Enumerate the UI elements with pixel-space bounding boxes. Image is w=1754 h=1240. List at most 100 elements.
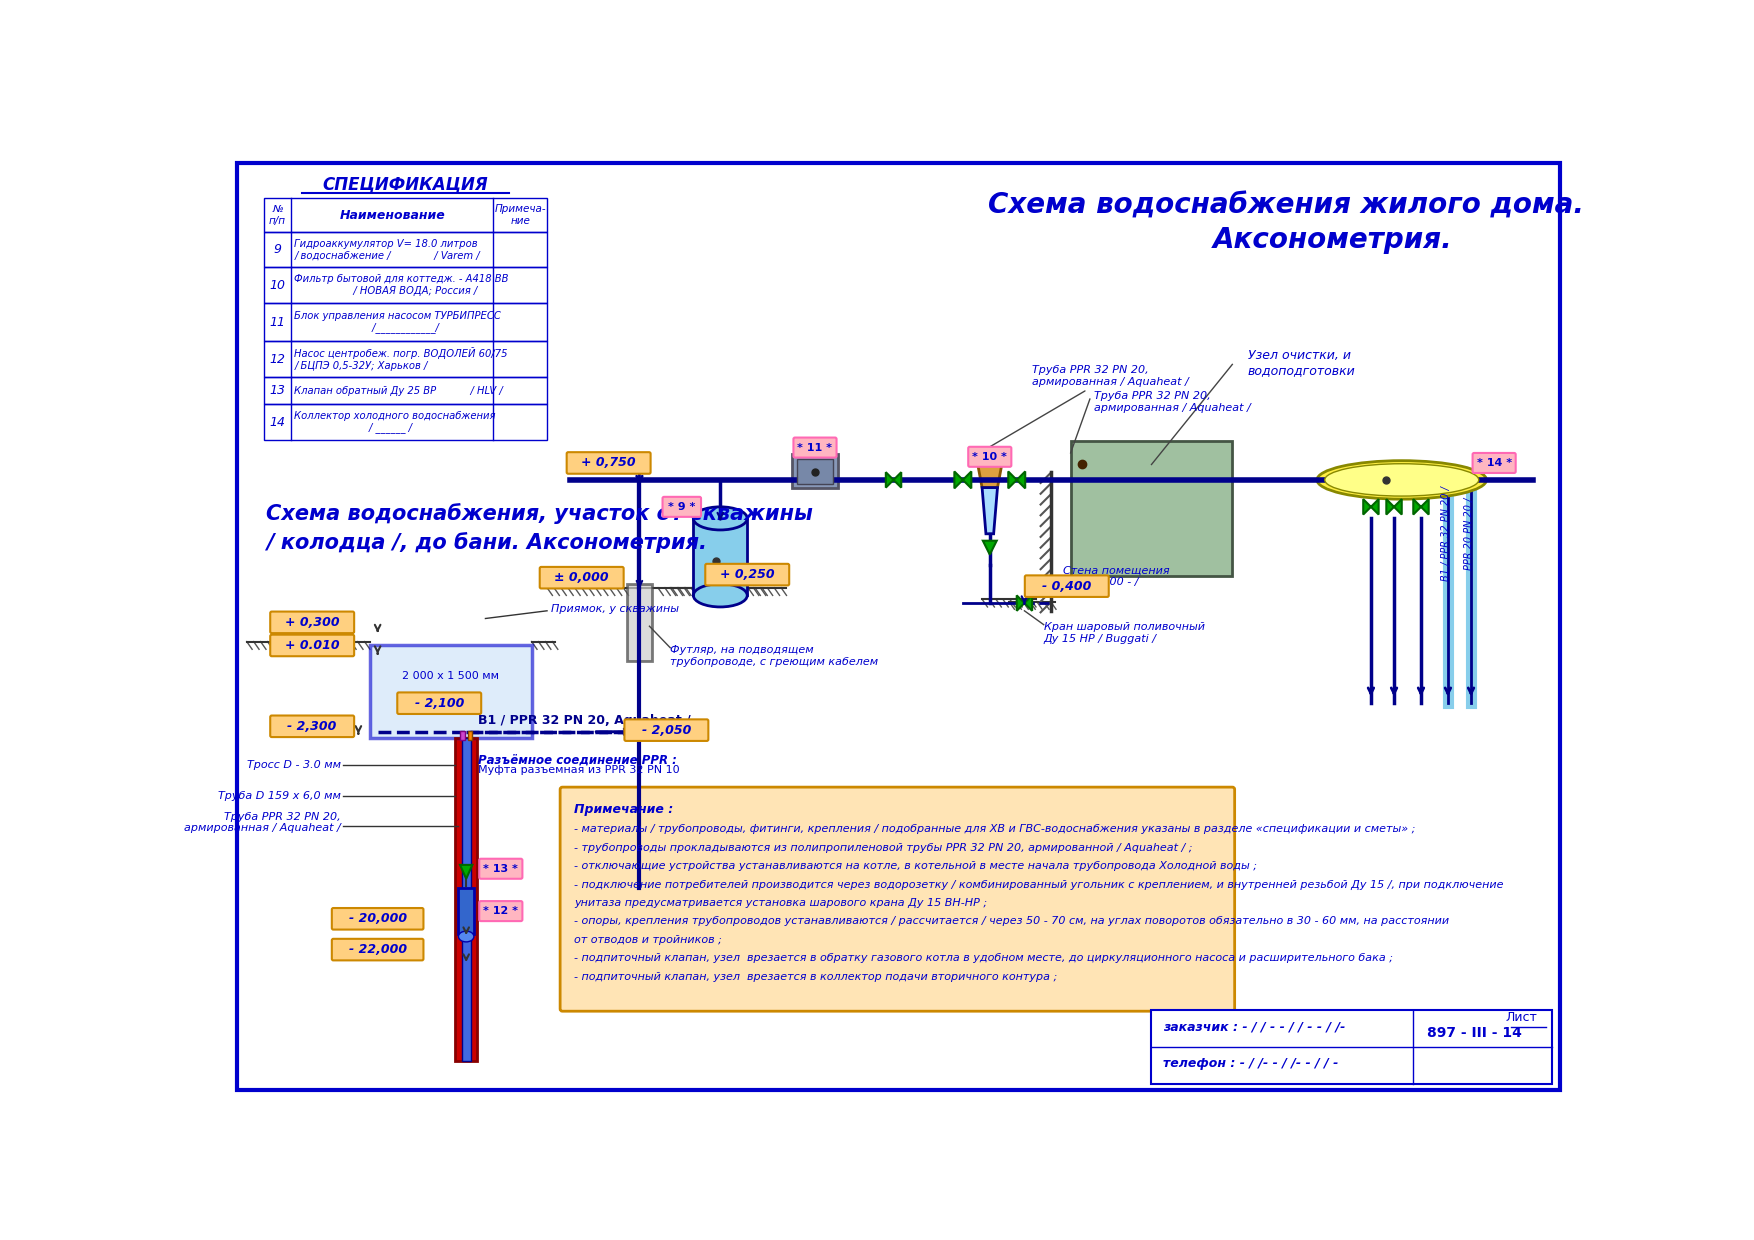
Bar [263,198,547,232]
Ellipse shape [458,931,474,942]
Bar [628,584,652,661]
Polygon shape [977,463,1002,487]
FancyBboxPatch shape [560,787,1235,1011]
Text: - 2,300: - 2,300 [288,719,337,733]
Bar [796,459,833,484]
Text: + 0,250: + 0,250 [719,568,775,582]
Polygon shape [1414,500,1430,515]
Text: + 0,300: + 0,300 [284,616,340,629]
FancyBboxPatch shape [1473,453,1515,472]
Text: * 11 *: * 11 * [798,443,833,453]
Text: Приямок, у скважины: Приямок, у скважины [551,604,679,614]
Text: B1 / PPR 32 PN 20 /: B1 / PPR 32 PN 20 / [1442,486,1451,582]
Text: - отключающие устройства устанавливаются на котле, в котельной в месте начала тр: - отключающие устройства устанавливаются… [574,861,1258,870]
Text: Гидроаккумулятор V= 18.0 литров
/ водоснабжение /              / Varem /: Гидроаккумулятор V= 18.0 литров / водосн… [295,239,481,260]
Text: Примеча-
ние: Примеча- ние [495,205,545,226]
Bar [468,730,472,740]
Text: - опоры, крепления трубопроводов устанавливаются / рассчитается / через 50 - 70 : - опоры, крепления трубопроводов устанав… [574,916,1449,926]
Text: - материалы / трубопроводы, фитинги, крепления / подобранные для ХВ и ГВС-водосн: - материалы / трубопроводы, фитинги, кре… [574,825,1415,835]
FancyBboxPatch shape [270,715,354,737]
Text: Блок управления насосом ТУРБИПРЕСС
                         /____________/: Блок управления насосом ТУРБИПРЕСС /____… [295,311,502,334]
Bar [263,404,547,440]
Text: * 13 *: * 13 * [484,864,517,874]
Text: Коллектор холодного водоснабжения
                        / ______ /: Коллектор холодного водоснабжения / ____… [295,410,496,434]
Text: Муфта разъемная из PPR 32 PN 10: Муфта разъемная из PPR 32 PN 10 [477,765,679,775]
Text: Аксонометрия.: Аксонометрия. [1212,226,1452,254]
Text: Тросс D - 3.0 мм: Тросс D - 3.0 мм [247,760,340,770]
Text: ± 0,000: ± 0,000 [554,572,609,584]
Text: СПЕЦИФИКАЦИЯ: СПЕЦИФИКАЦИЯ [323,175,488,193]
Text: * 12 *: * 12 * [484,906,519,916]
Text: Схема водоснабжения, участок от скважины: Схема водоснабжения, участок от скважины [267,503,812,525]
Text: Кран шаровый поливочный
Ду 15 НР / Buggati /: Кран шаровый поливочный Ду 15 НР / Bugga… [1044,622,1205,644]
FancyBboxPatch shape [332,908,423,930]
FancyBboxPatch shape [1024,575,1109,596]
Polygon shape [982,541,996,554]
Text: 13: 13 [270,384,286,397]
FancyBboxPatch shape [705,564,789,585]
Text: №
п/п: № п/п [268,205,286,226]
Text: телефон : - / /- - / /- - / / -: телефон : - / /- - / /- - / / - [1163,1056,1338,1070]
Text: 11: 11 [270,315,286,329]
Text: * 9 *: * 9 * [668,502,696,512]
Text: - 20,000: - 20,000 [349,913,407,925]
FancyBboxPatch shape [270,611,354,634]
Text: Лист: Лист [1505,1011,1537,1024]
Bar [693,518,747,595]
Text: / колодца /, до бани. Аксонометрия.: / колодца /, до бани. Аксонометрия. [267,532,707,553]
Text: Схема водоснабжения жилого дома.: Схема водоснабжения жилого дома. [988,191,1584,219]
Polygon shape [460,866,472,879]
Text: 12: 12 [270,352,286,366]
Polygon shape [1009,471,1024,489]
Polygon shape [1363,500,1379,515]
FancyBboxPatch shape [567,453,651,474]
Bar [460,730,465,740]
Text: Насос центробеж. погр. ВОДОЛЕЙ 60/75
/ БЦПЭ 0,5-32У; Харьков /: Насос центробеж. погр. ВОДОЛЕЙ 60/75 / Б… [295,347,509,371]
Text: * 14 *: * 14 * [1477,458,1512,467]
FancyBboxPatch shape [624,719,709,742]
Text: 897 - III - 14: 897 - III - 14 [1428,1025,1522,1040]
Ellipse shape [693,584,747,606]
FancyBboxPatch shape [479,859,523,879]
FancyBboxPatch shape [793,438,837,458]
Text: армированная / Aquaheat /: армированная / Aquaheat / [1094,403,1251,413]
Text: * 10 *: * 10 * [972,451,1007,461]
Ellipse shape [1317,460,1486,500]
Text: Труба PPR 32 PN 20,: Труба PPR 32 PN 20, [1094,392,1210,402]
Bar [1151,1009,1552,1084]
Text: - 22,000: - 22,000 [349,944,407,956]
FancyBboxPatch shape [663,497,702,517]
FancyBboxPatch shape [968,446,1012,466]
Bar [263,377,547,404]
Text: + 0,750: + 0,750 [581,456,637,470]
Bar [456,738,477,1061]
Bar [370,646,531,738]
Text: Труба PPR 32 PN 20,
армированная / Aquaheat /: Труба PPR 32 PN 20, армированная / Aquah… [988,365,1189,448]
Text: 2 000 x 1 500 мм: 2 000 x 1 500 мм [402,671,500,681]
Text: Примечание :: Примечание : [574,804,674,816]
Polygon shape [1386,500,1401,515]
Bar [1070,441,1233,577]
Polygon shape [1017,595,1031,611]
Text: унитаза предусматривается установка шарового крана Ду 15 ВН-НР ;: унитаза предусматривается установка шаро… [574,898,988,908]
Bar [458,888,474,934]
Text: заказчик : - / / - - / / - - / /-: заказчик : - / / - - / / - - / /- [1163,1021,1345,1033]
FancyBboxPatch shape [479,901,523,921]
Text: - трубопроводы прокладываются из полипропиленовой трубы PPR 32 PN 20, армированн: - трубопроводы прокладываются из полипро… [574,842,1193,853]
FancyBboxPatch shape [540,567,624,589]
FancyBboxPatch shape [270,635,354,656]
Text: 10: 10 [270,279,286,291]
Text: Футляр, на подводящем
трубопроводе, с греющим кабелем: Футляр, на подводящем трубопроводе, с гр… [670,646,879,667]
Text: - 2,100: - 2,100 [414,697,463,709]
Text: - 2,050: - 2,050 [642,724,691,737]
Text: Наименование: Наименование [339,208,446,222]
Text: + 0.010: + 0.010 [284,639,340,652]
Bar [456,738,477,1061]
Text: Фильтр бытовой для коттедж. - А418 ВВ
                   / НОВАЯ ВОДА; Россия /: Фильтр бытовой для коттедж. - А418 ВВ / … [295,274,509,296]
Text: Труба PPR 32 PN 20,
армированная / Aquaheat /: Труба PPR 32 PN 20, армированная / Aquah… [184,812,340,833]
Text: Труба D 159 x 6,0 мм: Труба D 159 x 6,0 мм [217,791,340,801]
Text: - подпиточный клапан, узел  врезается в коллектор подачи вторичного контура ;: - подпиточный клапан, узел врезается в к… [574,972,1058,982]
Bar [263,232,547,268]
Polygon shape [954,471,972,489]
Bar [791,455,838,489]
